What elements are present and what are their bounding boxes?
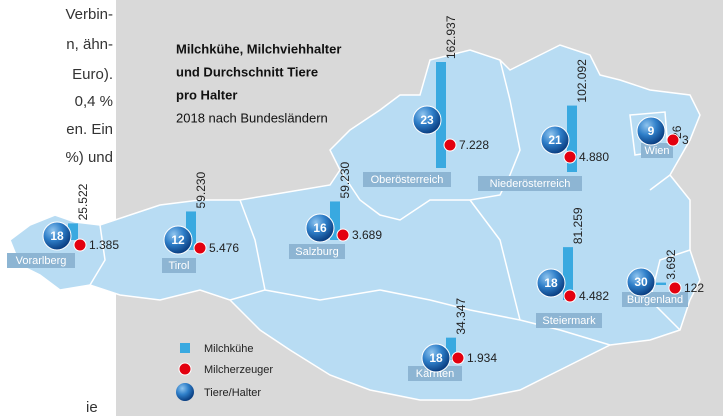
farmer-label: 4.880	[579, 150, 609, 164]
avg-label: 21	[548, 133, 562, 147]
farmer-label: 7.228	[459, 138, 489, 152]
body-text: Verbin-	[65, 6, 113, 23]
avg-bubble	[540, 125, 570, 155]
avg-bubble	[536, 268, 566, 298]
cow-bar	[567, 105, 577, 172]
region-name: Kärnten	[416, 368, 455, 380]
avg-bubble	[412, 105, 442, 135]
title: und Durchschnitt Tiere	[176, 64, 318, 79]
region-name: Vorarlberg	[16, 255, 67, 267]
cow-bar	[436, 62, 446, 168]
name-box	[162, 258, 196, 273]
cow-bar	[330, 201, 340, 240]
cow-bar	[446, 337, 456, 360]
cow-bar	[186, 211, 196, 250]
region-name: Wien	[644, 145, 669, 157]
farmer-label: 1.934	[467, 351, 497, 365]
title: Milchkühe, Milchviehhalter	[176, 41, 341, 56]
farmer-label: 122	[684, 281, 704, 295]
farmer-dot	[563, 289, 577, 303]
name-box	[536, 313, 602, 328]
avg-bubble	[305, 213, 335, 243]
cow-label: 3.692	[664, 249, 678, 279]
avg-label: 12	[171, 233, 185, 247]
farmer-label: 5.476	[209, 241, 239, 255]
legend-swatch	[180, 343, 190, 353]
farmer-dot	[336, 228, 350, 242]
avg-bubble	[636, 116, 666, 146]
body-text: ie	[86, 399, 98, 416]
name-box	[478, 176, 582, 191]
avg-label: 30	[634, 275, 648, 289]
body-text: %) und	[65, 149, 113, 166]
avg-label: 18	[50, 229, 64, 243]
body-text: en. Ein	[66, 121, 113, 138]
cow-label: 81.259	[571, 207, 585, 244]
name-box	[408, 366, 462, 381]
cow-bar	[68, 223, 78, 240]
name-box	[363, 172, 451, 187]
name-box	[641, 143, 673, 158]
farmer-dot	[193, 241, 207, 255]
farmer-dot	[563, 150, 577, 164]
legend-label: Milcherzeuger	[204, 364, 273, 376]
title: pro Halter	[176, 87, 237, 102]
legend-dot	[178, 362, 192, 376]
avg-label: 9	[648, 124, 655, 138]
farmer-label: 3	[682, 133, 689, 147]
cow-label: 59.230	[338, 161, 352, 198]
region-name: Tirol	[169, 260, 190, 272]
avg-bubble	[626, 267, 656, 297]
farmer-dot	[666, 133, 680, 147]
subtitle: 2018 nach Bundesländern	[176, 110, 328, 125]
page-bg	[0, 0, 116, 416]
legend-bubble	[176, 383, 194, 401]
farmer-dot	[443, 138, 457, 152]
farmer-label: 3.689	[352, 228, 382, 242]
legend-label: Tiere/Halter	[204, 387, 261, 399]
farmer-label: 4.482	[579, 289, 609, 303]
avg-bubble	[42, 221, 72, 251]
cow-label: 59.230	[194, 171, 208, 208]
cow-label: 162.937	[444, 15, 458, 59]
avg-label: 23	[420, 113, 434, 127]
farmer-label: 1.385	[89, 238, 119, 252]
cow-label: 102.092	[575, 59, 589, 103]
body-text: Euro).	[72, 66, 113, 83]
region-name: Steiermark	[542, 315, 596, 327]
avg-bubble	[163, 225, 193, 255]
region-name: Oberösterreich	[371, 174, 444, 186]
region-name: Niederösterreich	[490, 178, 571, 190]
cow-bar	[656, 282, 666, 285]
avg-label: 18	[544, 276, 558, 290]
name-box	[289, 244, 345, 259]
cow-label: 34.347	[454, 298, 468, 335]
legend-label: Milchkühe	[204, 343, 254, 355]
farmer-dot	[73, 238, 87, 252]
body-text: 0,4 %	[75, 93, 113, 110]
farmer-dot	[451, 351, 465, 365]
cow-label: 25.522	[76, 183, 90, 220]
body-text: n, ähn-	[66, 36, 113, 53]
region-name: Salzburg	[295, 246, 338, 258]
name-box	[7, 253, 75, 268]
austria	[9, 44, 701, 401]
farmer-dot	[668, 281, 682, 295]
cow-bar	[563, 247, 573, 300]
avg-label: 16	[313, 221, 327, 235]
region-name: Burgenland	[627, 294, 683, 306]
avg-label: 18	[429, 351, 443, 365]
avg-bubble	[421, 343, 451, 373]
